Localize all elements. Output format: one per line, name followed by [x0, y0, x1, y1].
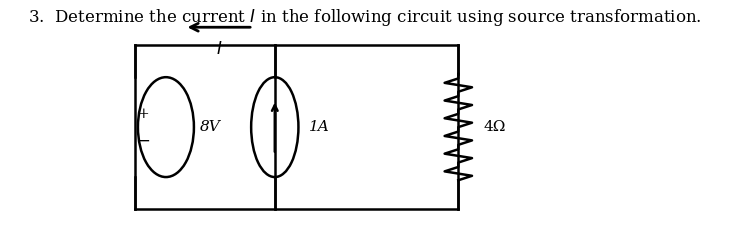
Text: +: + [137, 106, 149, 121]
Text: 3.  Determine the current $I$ in the following circuit using source transformati: 3. Determine the current $I$ in the foll… [28, 7, 702, 28]
Text: $I$: $I$ [215, 42, 222, 58]
Text: −: − [136, 132, 150, 149]
Text: 8V: 8V [200, 120, 221, 134]
Text: 1A: 1A [309, 120, 330, 134]
Text: 4Ω: 4Ω [483, 120, 506, 134]
